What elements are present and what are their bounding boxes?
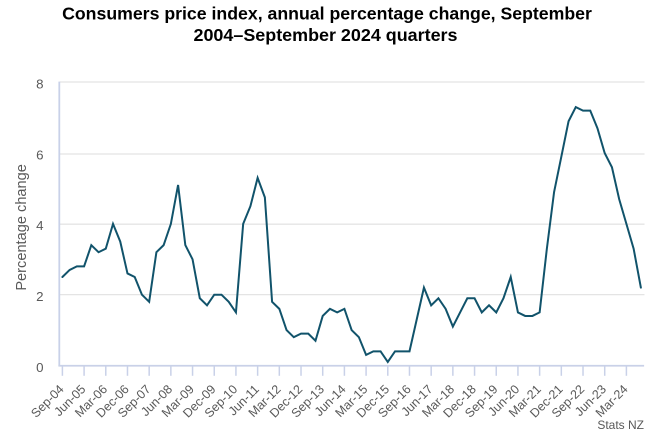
svg-text:Stats NZ: Stats NZ xyxy=(597,418,644,432)
svg-text:8: 8 xyxy=(36,77,43,92)
svg-text:6: 6 xyxy=(36,147,43,162)
svg-text:0: 0 xyxy=(36,360,43,375)
svg-text:Percentage change: Percentage change xyxy=(14,164,30,291)
svg-text:Consumers price index, annual: Consumers price index, annual percentage… xyxy=(62,4,592,24)
svg-text:2: 2 xyxy=(36,289,43,304)
svg-text:2004–September 2024 quarters: 2004–September 2024 quarters xyxy=(194,25,458,45)
svg-text:4: 4 xyxy=(36,218,43,233)
